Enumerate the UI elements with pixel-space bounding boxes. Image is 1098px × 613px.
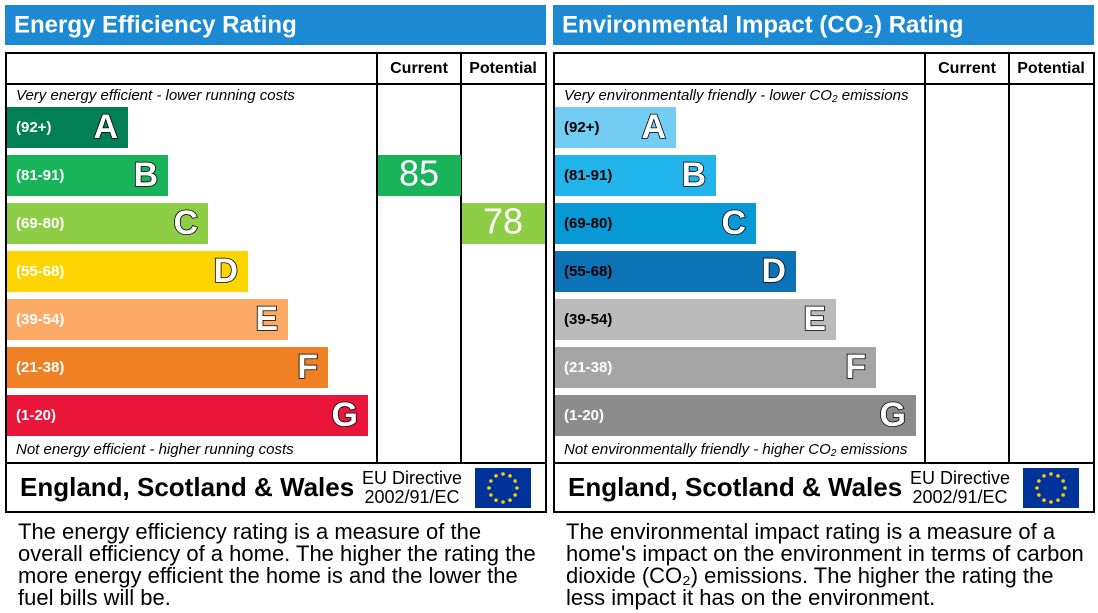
eu-star [1061, 479, 1065, 483]
eu-star [487, 486, 491, 490]
band-bar [7, 251, 248, 292]
bottom-note: Not energy efficient - higher running co… [16, 441, 294, 458]
band-range: (92+) [564, 119, 599, 136]
band-bar [7, 107, 128, 148]
eu-star [1049, 500, 1053, 504]
band-letter: D [213, 252, 238, 290]
band-bar [555, 347, 876, 388]
band-letter: G [332, 396, 358, 434]
band-bar [555, 107, 676, 148]
footer-directive: EU Directive [910, 468, 1010, 488]
eu-star [489, 493, 493, 497]
eu-star [494, 474, 498, 478]
band-range: (21-38) [564, 359, 612, 376]
description: The environmental impact rating is a mea… [566, 519, 1084, 610]
top-note: Very environmentally friendly - lower CO… [564, 87, 909, 104]
band-letter: F [297, 348, 318, 386]
band-range: (39-54) [564, 311, 612, 328]
top-note: Very energy efficient - lower running co… [16, 87, 295, 104]
band-range: (1-20) [16, 407, 56, 424]
band-letter: E [803, 300, 826, 338]
band-range: (69-80) [16, 215, 64, 232]
rating-marker [378, 155, 461, 196]
description: The energy efficiency rating is a measur… [18, 519, 536, 610]
column-header: Current [938, 60, 996, 77]
rating-value: 78 [483, 201, 523, 242]
band-range: (55-68) [16, 263, 64, 280]
header-bar [5, 5, 546, 45]
eu-star [489, 479, 493, 483]
panel-title: Energy Efficiency Rating [14, 11, 297, 38]
eu-star [1042, 498, 1046, 502]
eu-star [1063, 486, 1067, 490]
band-letter: F [845, 348, 866, 386]
eu-star [494, 498, 498, 502]
band-letter: B [681, 156, 706, 194]
eu-star [1056, 474, 1060, 478]
band-letter: B [133, 156, 158, 194]
band-range: (21-38) [16, 359, 64, 376]
eu-star [1061, 493, 1065, 497]
eu-star [1035, 486, 1039, 490]
band-range: (1-20) [564, 407, 604, 424]
eu-star [501, 472, 505, 476]
eu-star [513, 479, 517, 483]
band-bar [555, 395, 916, 436]
band-bar [555, 299, 836, 340]
band-range: (55-68) [564, 263, 612, 280]
band-range: (92+) [16, 119, 51, 136]
band-range: (39-54) [16, 311, 64, 328]
footer-directive-code: 2002/91/EC [912, 487, 1007, 507]
header-bar [553, 5, 1094, 45]
column-header: Potential [469, 60, 537, 77]
band-bar [7, 155, 168, 196]
band-range: (81-91) [16, 167, 64, 184]
eu-star [508, 474, 512, 478]
band-letter: E [255, 300, 278, 338]
band-letter: G [880, 396, 906, 434]
band-letter: A [641, 108, 666, 146]
band-bar [555, 251, 796, 292]
band-bar [555, 155, 716, 196]
eu-star [1037, 479, 1041, 483]
band-letter: C [173, 204, 198, 242]
band-letter: C [721, 204, 746, 242]
eu-star [1037, 493, 1041, 497]
eu-star [508, 498, 512, 502]
rating-value: 85 [399, 153, 439, 194]
column-header: Current [390, 60, 448, 77]
footer-region: England, Scotland & Wales [568, 472, 902, 502]
eu-star [1056, 498, 1060, 502]
band-bar [7, 347, 328, 388]
eu-star [515, 486, 519, 490]
band-range: (69-80) [564, 215, 612, 232]
eu-star [513, 493, 517, 497]
band-bar [555, 203, 756, 244]
eu-star [1049, 472, 1053, 476]
footer-region: England, Scotland & Wales [20, 472, 354, 502]
band-letter: D [761, 252, 786, 290]
band-bar [7, 395, 368, 436]
band-range: (81-91) [564, 167, 612, 184]
eu-star [1042, 474, 1046, 478]
footer-directive: EU Directive [362, 468, 462, 488]
panel-title: Environmental Impact (CO₂) Rating [562, 11, 963, 38]
footer-directive-code: 2002/91/EC [364, 487, 459, 507]
band-bar [7, 299, 288, 340]
eu-star [501, 500, 505, 504]
column-header: Potential [1017, 60, 1085, 77]
band-bar [7, 203, 208, 244]
band-letter: A [93, 108, 118, 146]
bottom-note: Not environmentally friendly - higher CO… [564, 441, 908, 458]
rating-marker [462, 203, 545, 244]
